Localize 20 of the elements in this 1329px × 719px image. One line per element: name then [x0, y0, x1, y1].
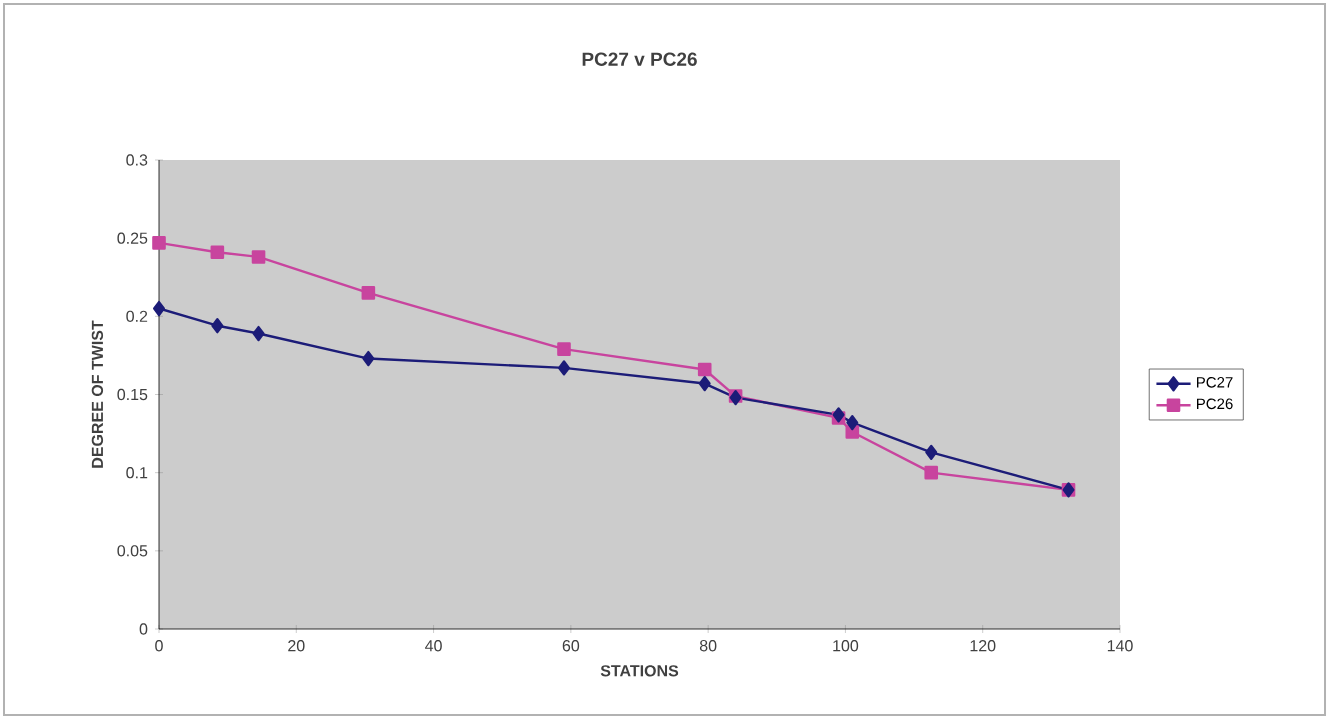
y-tick-label: 0.3	[126, 154, 148, 166]
y-tick-label: 0.2	[126, 310, 148, 322]
x-tick-label: 120	[970, 640, 996, 652]
x-tick-label: 20	[288, 640, 305, 652]
legend-label: PC27	[1197, 377, 1233, 388]
y-tick-label: 0.15	[117, 388, 148, 401]
y-tick-label: 0.25	[117, 232, 148, 244]
y-tick-label: 0	[139, 623, 148, 635]
legend-label: PC26	[1197, 398, 1233, 410]
y-axis-title: DEGREE OF TWIST	[91, 320, 104, 468]
y-tick-label: 0.1	[126, 467, 148, 479]
x-tick-label: 100	[833, 640, 859, 652]
y-tick-label: 0.05	[117, 545, 148, 557]
x-axis-title: STATIONS	[600, 665, 679, 677]
x-tick-label: 140	[1107, 640, 1133, 652]
x-tick-label: 80	[699, 640, 717, 652]
chart-title: PC27 v PC26	[582, 52, 697, 66]
x-tick-label: 40	[425, 640, 442, 652]
x-tick-label: 60	[562, 640, 580, 652]
x-tick-label: 0	[155, 640, 163, 652]
